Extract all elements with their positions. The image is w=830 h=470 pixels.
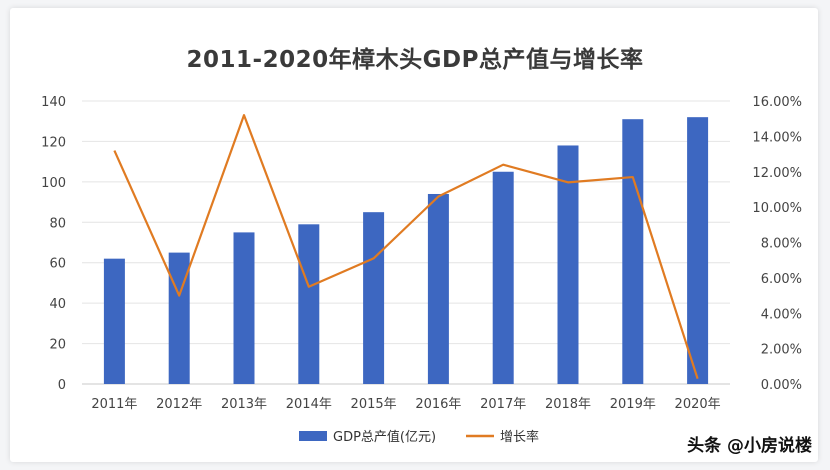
y2-tick-label: 0.00%	[761, 378, 802, 393]
y2-tick-label: 4.00%	[761, 307, 802, 322]
legend-label-gdp: GDP总产值(亿元)	[333, 429, 436, 445]
x-tick-label: 2019年	[610, 397, 656, 412]
bar	[298, 224, 320, 384]
bar	[687, 117, 709, 385]
y2-tick-label: 12.00%	[752, 166, 802, 181]
y2-tick-label: 14.00%	[752, 130, 802, 145]
y-tick-label: 120	[41, 135, 66, 150]
y-tick-label: 100	[41, 176, 66, 191]
y-tick-label: 0	[58, 378, 66, 393]
y-tick-label: 140	[41, 95, 66, 110]
growth-line	[113, 114, 699, 380]
legend-label-growth: 增长率	[500, 429, 539, 445]
x-tick-label: 2015年	[351, 397, 397, 412]
x-tick-label: 2016年	[415, 397, 461, 412]
bar	[233, 232, 255, 384]
x-tick-label: 2014年	[286, 397, 332, 412]
legend-swatch-gdp	[299, 431, 327, 441]
y2-tick-label: 2.00%	[761, 343, 802, 358]
y2-tick-label: 8.00%	[761, 237, 802, 252]
y-tick-label: 80	[49, 216, 66, 231]
bar	[427, 193, 449, 384]
y-tick-label: 40	[49, 297, 66, 312]
chart-card	[10, 8, 818, 462]
watermark: 头条 @小房说楼	[687, 436, 812, 456]
y-tick-label: 20	[49, 338, 66, 353]
x-tick-label: 2013年	[221, 397, 267, 412]
bar	[557, 145, 579, 384]
x-tick-label: 2017年	[480, 397, 526, 412]
y2-tick-label: 16.00%	[752, 95, 802, 110]
y2-tick-label: 10.00%	[752, 201, 802, 216]
x-tick-label: 2018年	[545, 397, 591, 412]
bar	[492, 171, 514, 384]
y-tick-label: 60	[49, 257, 66, 272]
x-tick-label: 2012年	[156, 397, 202, 412]
bar	[622, 119, 644, 384]
y2-tick-label: 6.00%	[761, 272, 802, 287]
bar	[363, 212, 385, 384]
x-tick-label: 2020年	[675, 397, 721, 412]
bar	[103, 258, 125, 384]
x-tick-label: 2011年	[91, 397, 137, 412]
chart-title: 2011-2020年樟木头GDP总产值与增长率	[186, 47, 644, 73]
